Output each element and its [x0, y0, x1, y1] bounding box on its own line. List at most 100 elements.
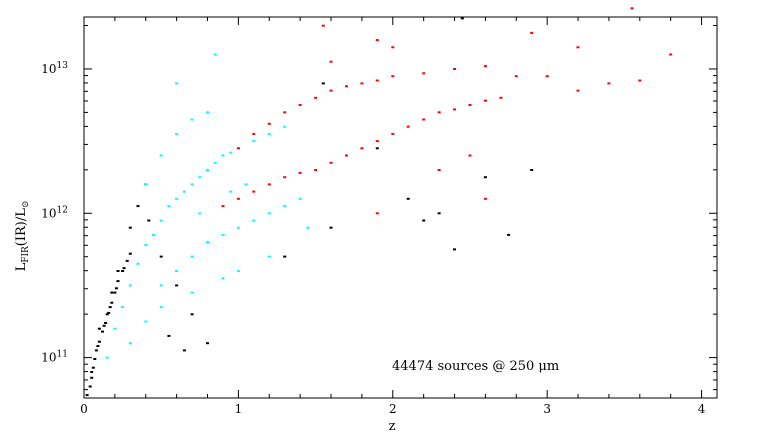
x-tick-label: 2 — [389, 402, 397, 416]
y-tick-label: 1011 — [41, 350, 68, 365]
data-point — [229, 190, 233, 193]
data-point — [244, 183, 248, 186]
data-point — [314, 169, 318, 171]
data-point — [175, 82, 179, 85]
data-point — [96, 345, 100, 347]
x-tick-label: 4 — [698, 402, 706, 416]
data-point — [198, 176, 202, 179]
data-point — [167, 205, 171, 208]
data-point — [102, 324, 106, 327]
data-point — [283, 176, 287, 179]
annotation-text: 44474 sources @ 250 μm — [392, 359, 559, 374]
data-point — [283, 205, 287, 208]
data-point — [252, 140, 256, 143]
data-point — [360, 82, 364, 85]
y-axis: 1011 1012 1013 — [41, 25, 717, 391]
y-axis-title-main: L — [14, 262, 29, 271]
data-point — [121, 270, 125, 272]
data-point — [314, 96, 318, 99]
data-point — [85, 394, 89, 397]
data-point — [221, 154, 225, 157]
data-point — [507, 233, 511, 236]
data-point — [345, 154, 348, 157]
data-point — [236, 226, 240, 229]
data-point — [391, 132, 395, 135]
data-point — [213, 53, 217, 56]
data-point — [159, 306, 163, 309]
data-point — [213, 161, 217, 164]
data-point — [90, 376, 94, 379]
data-point — [159, 154, 163, 157]
data-point — [267, 255, 271, 258]
data-point — [391, 75, 395, 78]
data-point — [437, 212, 441, 215]
data-point — [267, 122, 271, 125]
data-point — [375, 79, 379, 82]
data-point — [190, 291, 194, 294]
data-point — [483, 99, 487, 102]
data-point — [167, 334, 171, 337]
plot-frame — [83, 16, 718, 399]
y-tick-label: 1012 — [41, 205, 68, 220]
x-tick-label: 3 — [543, 402, 551, 416]
data-point — [453, 108, 456, 111]
data-point — [321, 82, 325, 85]
data-point — [607, 82, 611, 85]
data-point — [152, 233, 155, 236]
data-point — [113, 291, 117, 294]
data-point — [206, 342, 209, 345]
data-point — [190, 255, 194, 258]
data-point — [406, 197, 410, 200]
data-point — [298, 197, 302, 200]
x-tick-label: 1 — [235, 402, 243, 416]
data-point — [545, 75, 549, 78]
data-point — [530, 169, 534, 171]
data-point — [175, 197, 179, 200]
y-axis-title-sub: FIR — [21, 246, 31, 263]
data-point — [116, 270, 120, 272]
data-point — [159, 284, 163, 287]
data-point — [128, 252, 132, 255]
y-axis-title-mid: (IR)/L — [14, 208, 29, 246]
data-point — [252, 190, 256, 193]
data-point — [483, 197, 487, 200]
data-point — [422, 118, 426, 121]
data-point — [125, 259, 129, 262]
data-point — [298, 104, 302, 106]
data-point — [97, 340, 101, 343]
data-point — [144, 244, 148, 246]
x-axis: 0 1 2 3 4 — [80, 17, 706, 416]
data-point — [90, 371, 94, 373]
data-point — [306, 226, 310, 229]
data-point — [422, 219, 426, 222]
data-point — [638, 79, 642, 82]
data-point — [422, 72, 426, 75]
data-point — [514, 75, 518, 78]
data-point — [206, 241, 209, 244]
data-point — [453, 248, 456, 251]
data-point — [630, 7, 634, 10]
data-point — [147, 219, 151, 222]
data-point — [252, 219, 256, 222]
data-point — [669, 53, 673, 56]
svg-text:LFIR(IR)/L⊙: LFIR(IR)/L⊙ — [14, 201, 31, 272]
data-point — [175, 270, 179, 272]
data-point — [221, 277, 225, 280]
data-point — [283, 111, 287, 114]
data-point — [136, 262, 140, 265]
data-point — [375, 147, 379, 150]
data-point — [110, 301, 114, 304]
data-point — [107, 311, 111, 314]
data-point — [375, 140, 379, 143]
data-point — [128, 226, 132, 229]
data-point — [375, 39, 379, 42]
data-point — [499, 96, 503, 99]
data-point — [236, 147, 240, 150]
data-point — [175, 132, 179, 135]
data-point — [190, 183, 194, 186]
data-point — [182, 349, 186, 352]
data-point — [468, 154, 472, 157]
data-point — [329, 161, 333, 164]
data-point — [105, 313, 109, 316]
